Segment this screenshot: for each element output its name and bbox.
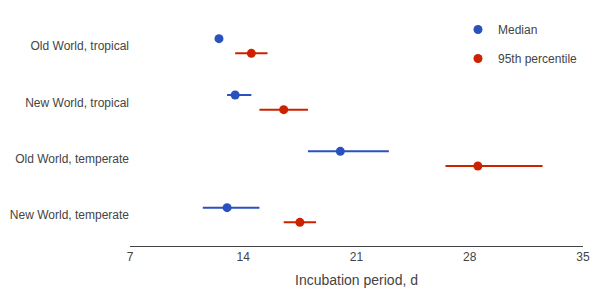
svg-text:Old World, tropical: Old World, tropical xyxy=(31,39,129,53)
svg-text:28: 28 xyxy=(463,250,477,264)
svg-text:14: 14 xyxy=(237,250,251,264)
svg-text:95th percentile: 95th percentile xyxy=(498,52,577,66)
svg-text:35: 35 xyxy=(576,250,590,264)
svg-text:New World, tropical: New World, tropical xyxy=(25,96,129,110)
svg-text:Incubation period, d: Incubation period, d xyxy=(295,272,418,288)
svg-text:New World, temperate: New World, temperate xyxy=(10,208,129,222)
svg-text:Old World, temperate: Old World, temperate xyxy=(15,152,129,166)
svg-text:21: 21 xyxy=(350,250,364,264)
svg-text:7: 7 xyxy=(127,250,134,264)
svg-text:Median: Median xyxy=(498,23,537,37)
